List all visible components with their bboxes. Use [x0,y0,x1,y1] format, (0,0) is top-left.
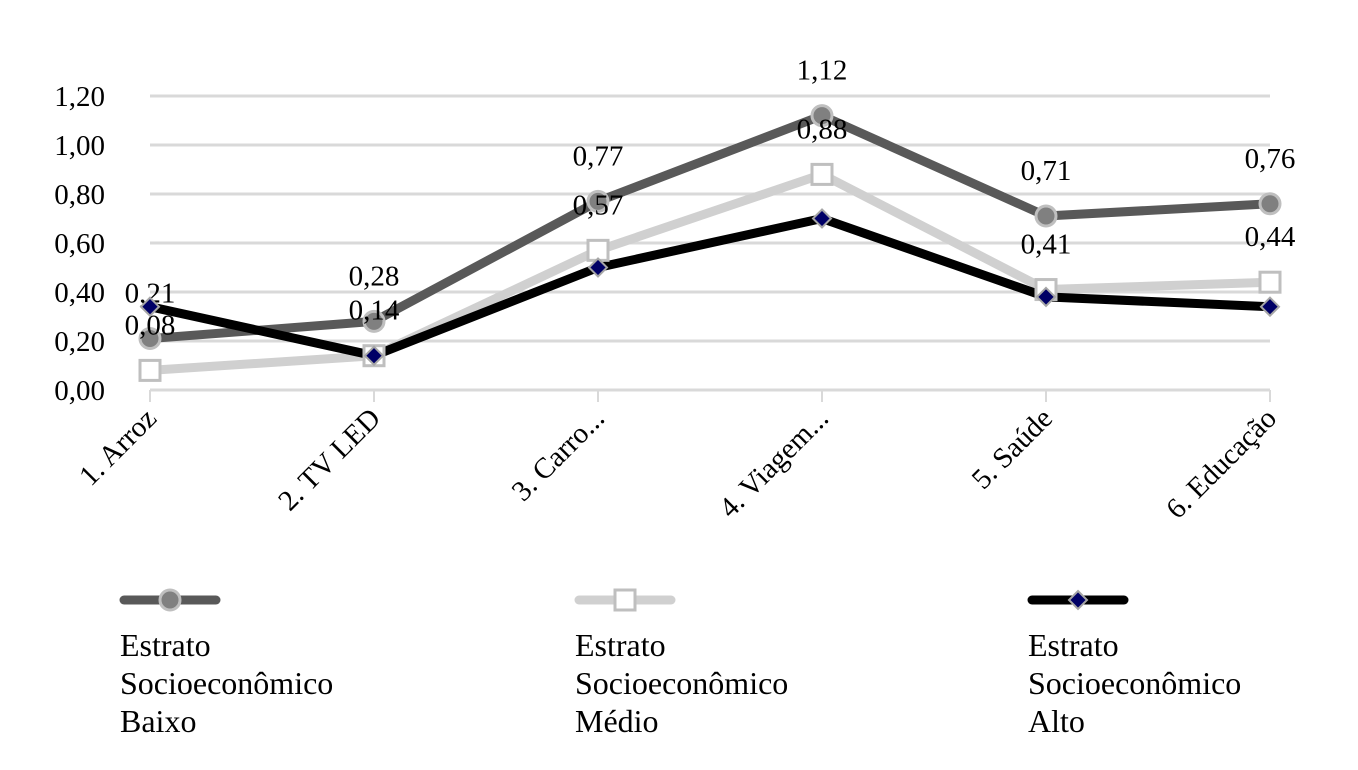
data-point [1034,204,1058,228]
data-point [586,189,610,213]
data-point [1258,192,1282,216]
series-line [149,111,1271,344]
data-point [138,358,162,382]
data-label: 0,44 [1245,221,1296,253]
data-label: 0,76 [1245,143,1296,175]
data-label: 1,12 [797,55,848,87]
data-point [139,296,161,318]
legend-marker [158,588,182,612]
y-tick-label: 0,00 [54,375,105,407]
data-point [1258,270,1282,294]
data-point [1035,286,1057,308]
data-label: 0,14 [349,295,400,327]
y-tick-label: 0,60 [54,228,105,260]
data-point [811,208,833,229]
data-label: 0,77 [573,140,624,172]
y-tick-label: 0,40 [54,277,105,309]
x-tick-label: 6. Educação [1160,402,1283,525]
data-label: 0,28 [349,260,400,292]
x-tick-label: 4. Viagem... [713,402,835,524]
y-tick-label: 1,00 [54,130,105,162]
x-tick-label: 1. Arroz [73,402,163,492]
series-line [149,169,1271,375]
data-label: 0,71 [1021,155,1072,187]
data-label: 0,88 [797,113,848,145]
x-tick-label: 5. Saúde [966,402,1059,495]
y-tick-label: 0,80 [54,179,105,211]
data-point [138,327,162,351]
x-tick-label: 2. TV LED [272,402,387,517]
data-point [587,257,609,278]
data-point [1259,296,1281,318]
data-label: 0,57 [573,189,624,221]
data-point [810,104,834,128]
y-tick-label: 0,20 [54,326,105,358]
legend-marker [613,588,637,612]
data-label: 0,41 [1021,229,1072,261]
legend-label: Estrato Socioeconômico Médio [575,627,789,739]
x-tick-label: 3. Carro... [506,402,611,507]
series-line [149,214,1271,361]
legend-label: Estrato Socioeconômico Alto [1028,627,1242,739]
legend-label: Estrato Socioeconômico Baixo [120,627,334,739]
legend-marker [1067,589,1089,611]
data-point [810,162,834,186]
data-point [363,345,385,367]
y-tick-label: 1,20 [54,81,105,113]
data-point [362,309,386,333]
